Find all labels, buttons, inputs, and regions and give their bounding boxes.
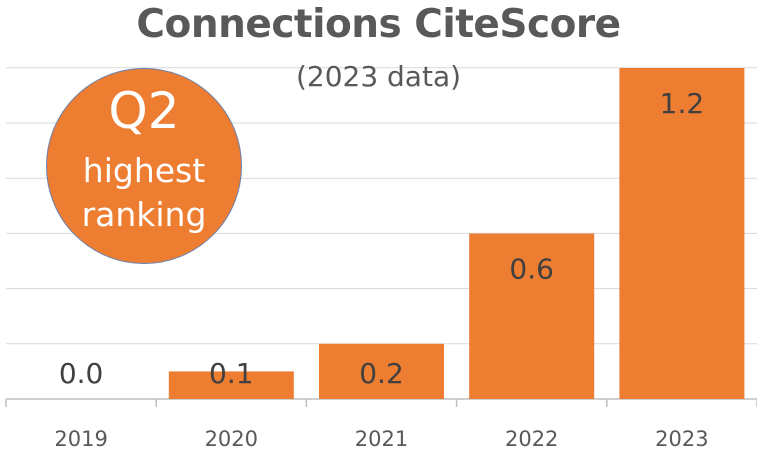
data-label-2019: 0.0: [59, 357, 104, 390]
x-tick-label-2020: 2020: [205, 427, 258, 451]
bar-2022: [469, 233, 595, 399]
bar-2020: [168, 371, 294, 399]
bar-2021: [319, 343, 444, 399]
data-label-2021: 0.2: [359, 357, 404, 390]
chart-title: Connections CiteScore: [136, 2, 621, 47]
x-tick-label-2019: 2019: [54, 427, 107, 451]
data-label-2020: 0.1: [209, 357, 254, 390]
bar-2023: [619, 68, 745, 399]
quartile-badge: Q2 highest ranking: [46, 68, 242, 264]
chart-subtitle: (2023 data): [295, 60, 462, 93]
badge-quartile-text: Q2: [108, 82, 180, 140]
x-tick-label-2021: 2021: [355, 427, 408, 451]
x-tick-label-2023: 2023: [655, 427, 708, 451]
x-tick-label-2022: 2022: [505, 427, 558, 451]
badge-line2-text: ranking: [81, 195, 207, 234]
data-label-2022: 0.6: [509, 253, 554, 286]
data-label-2023: 1.2: [660, 87, 705, 120]
badge-line1-text: highest: [82, 151, 206, 190]
